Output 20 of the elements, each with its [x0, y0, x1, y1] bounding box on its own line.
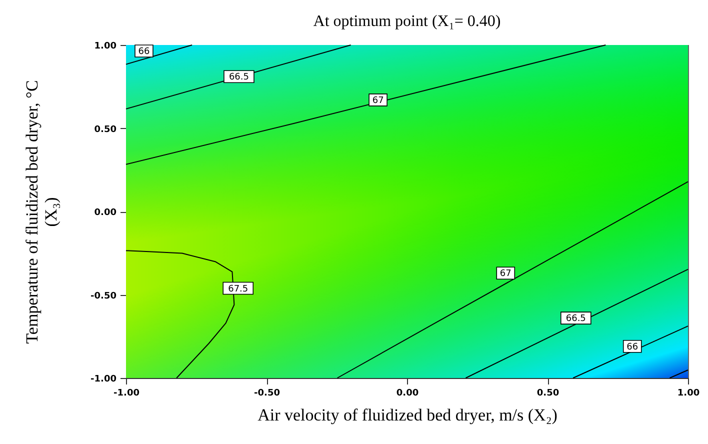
x-tick-label: 1.00	[677, 388, 700, 398]
y-tick-label: -1.00	[90, 374, 116, 384]
chart-title: At optimum point (X₁= 0.40)	[313, 13, 501, 30]
annotation: 67	[372, 96, 384, 106]
y-tick-label: 0.50	[94, 124, 116, 135]
annotation: 67.5	[228, 284, 248, 294]
x-tick-label: 0.00	[396, 388, 419, 398]
y-tick-label: 0.00	[94, 208, 116, 218]
x-tick-label: -1.00	[114, 388, 140, 398]
x-tick-label: -0.50	[254, 388, 280, 398]
annotation: 66.5	[228, 72, 249, 83]
y-axis-title: Temperature of fluidized bed dryer, °C (X₃)	[22, 80, 61, 344]
x-axis-title: Air velocity of fluidized bed dryer, m/s (X₂)	[258, 406, 558, 424]
annotation: 66.5	[566, 314, 586, 324]
annotation: 66	[138, 46, 150, 57]
x-tick-label: 0.50	[536, 388, 560, 398]
annotation: 66	[626, 342, 638, 352]
annotation: 67	[500, 269, 512, 280]
y-tick-label: -0.50	[90, 291, 116, 302]
y-tick-label: 1.00	[94, 42, 116, 52]
